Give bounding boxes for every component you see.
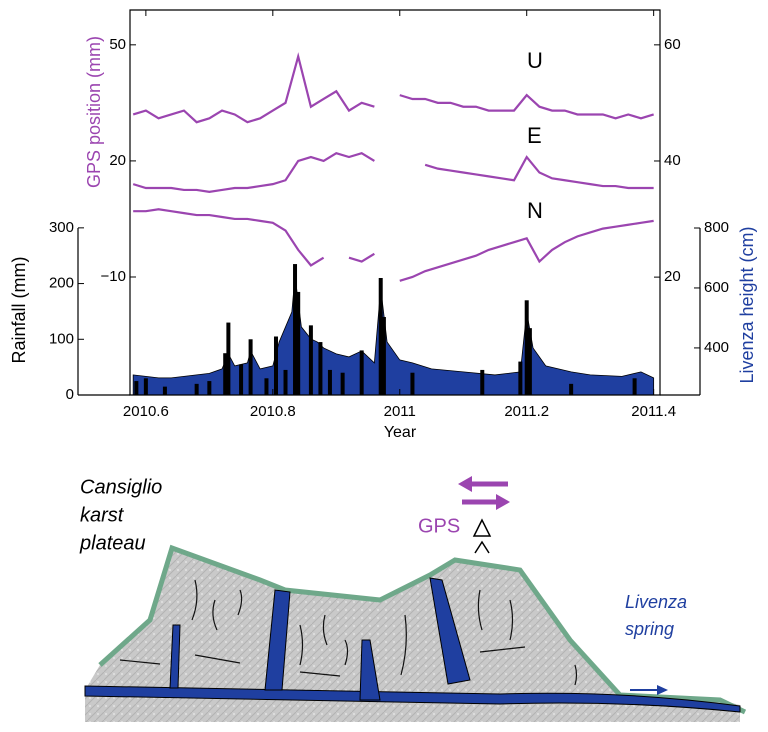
rainfall-bar: [381, 316, 386, 395]
rainfall-bar: [194, 383, 199, 395]
gps-arrowhead: [496, 494, 510, 510]
plateau-label: karst: [80, 504, 125, 526]
axis-frame: [129, 9, 661, 396]
spring-label: Livenza: [625, 592, 687, 612]
series-label: E: [527, 123, 542, 148]
y3-tick-label: 200: [49, 275, 74, 292]
x-tick-label: 2011.4: [631, 403, 676, 420]
rainfall-bar: [162, 386, 167, 395]
rainfall-bar: [318, 342, 323, 395]
gps-line: [132, 151, 654, 193]
spring-label: spring: [625, 619, 674, 639]
y4-tick-label: 600: [704, 279, 729, 296]
rainfall-bar: [264, 378, 269, 395]
gps-axis-label: GPS position (mm): [84, 36, 104, 188]
rainfall-bar: [207, 381, 212, 395]
rainfall-bar: [480, 369, 485, 395]
y3-tick-label: 100: [49, 330, 74, 347]
series-label: N: [527, 198, 543, 223]
rainfall-bar: [378, 277, 383, 395]
livenza-axis-label: Livenza height (cm): [737, 226, 757, 383]
rainfall-bar: [223, 353, 228, 395]
y4-tick-label: 400: [704, 339, 729, 356]
gps-station: [472, 518, 492, 554]
gps-label: GPS: [418, 515, 460, 537]
rainfall-bar: [296, 291, 301, 395]
shaft: [359, 639, 381, 701]
rainfall-bar: [518, 361, 523, 395]
rainfall-bar: [134, 381, 139, 395]
y3-tick-label: 0: [66, 386, 74, 403]
y-tick-label: −10: [101, 268, 126, 285]
rainfall-bar: [527, 328, 532, 395]
spring-arrowhead: [657, 685, 668, 695]
rainfall-bar: [239, 364, 244, 395]
y2-tick-label: 40: [664, 152, 681, 169]
gps-arrowhead: [458, 476, 472, 492]
rainfall-bar: [248, 339, 253, 395]
x-tick-label: 2010.8: [250, 403, 296, 420]
y-tick-label: 20: [109, 152, 126, 169]
plot: U E N 2010.6 2010.8 2011 2011.2 2011.4 50 20 −10 60…: [49, 9, 729, 420]
rainfall-bar: [359, 350, 364, 395]
rainfall-bar: [632, 378, 637, 395]
plateau-label: Cansiglio: [80, 476, 162, 498]
x-tick-label: 2010.6: [123, 403, 169, 420]
fractures: [119, 579, 578, 686]
y3-tick-label: 300: [49, 219, 74, 236]
y2-tick-label: 20: [664, 268, 681, 285]
y2-tick-label: 60: [664, 36, 681, 53]
rainfall-bar: [273, 336, 278, 395]
rainfall-bar: [293, 264, 298, 395]
rainfall-bar: [226, 322, 231, 395]
conduit: [84, 685, 741, 713]
rainfall-bar: [308, 325, 313, 395]
gps-line: [133, 208, 654, 282]
rainfall-bar: [327, 369, 332, 395]
diagram: GPS Cansiglio karst plateau Livenza spri…: [79, 476, 747, 722]
livenza-area: [132, 275, 655, 395]
gps-line: [132, 52, 654, 124]
plot-area: [132, 52, 655, 395]
rainfall-bar: [143, 378, 148, 395]
rainfall-bar: [410, 372, 415, 395]
y-tick-label: 50: [109, 36, 126, 53]
shaft: [169, 624, 181, 689]
x-axis-label: Year: [384, 424, 417, 441]
series-label: U: [527, 48, 543, 73]
y4-tick-label: 800: [704, 219, 729, 236]
x-tick-label: 2011: [384, 403, 416, 420]
rainfall-bar: [340, 372, 345, 395]
shaft: [264, 589, 291, 691]
rainfall-bar: [524, 300, 529, 395]
rainfall-axis-label: Rainfall (mm): [9, 256, 29, 363]
x-tick-label: 2011.2: [504, 403, 549, 420]
plateau-label: plateau: [79, 532, 146, 554]
shaft: [429, 577, 471, 685]
rainfall-bar: [283, 369, 288, 395]
rainfall-bar: [569, 383, 574, 395]
